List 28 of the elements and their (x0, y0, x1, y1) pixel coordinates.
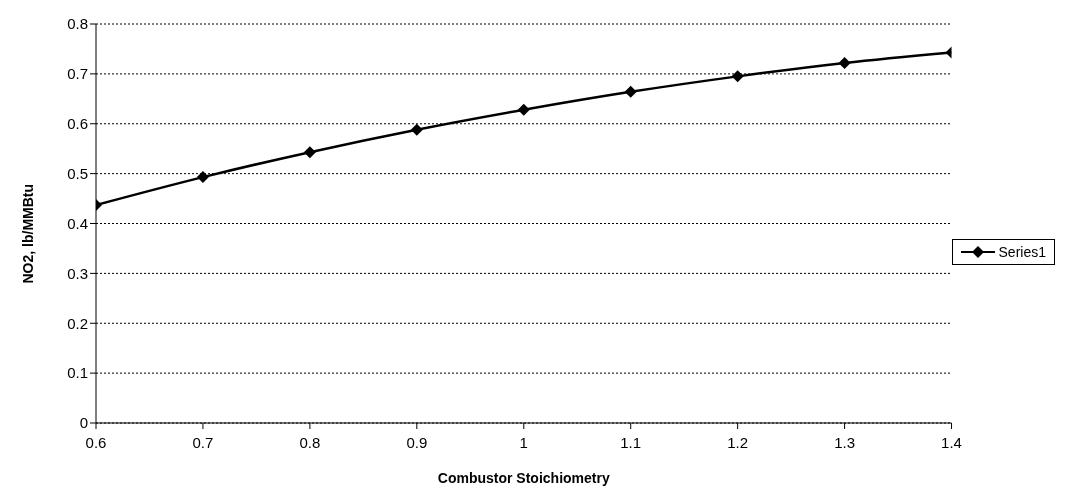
point (731, 70, 744, 83)
y-tick-label: 0.1 (67, 364, 88, 382)
x-tick-label: 1 (519, 433, 528, 451)
y-tick-label: 0.6 (67, 115, 88, 133)
point (838, 56, 851, 69)
y-axis-title: NO2, lb/MMBtu (19, 183, 36, 284)
x-tick-label: 0.8 (299, 433, 321, 451)
point (196, 171, 209, 184)
x-axis-title: Combustor Stoichiometry (437, 470, 610, 486)
legend-label: Series1 (998, 243, 1046, 260)
y-tick-label: 0.3 (67, 264, 88, 282)
x-tick-label: 1.2 (727, 433, 749, 451)
y-tick-label: 0.8 (67, 15, 88, 33)
x-tick-label: 0.6 (85, 433, 107, 451)
y-tick-label: 0 (79, 414, 88, 432)
y-tick-label: 0.4 (67, 214, 88, 232)
x-tick-label: 1.1 (620, 433, 642, 451)
point (624, 85, 637, 98)
x-tick-label: 0.9 (406, 433, 428, 451)
point (303, 146, 316, 159)
point (517, 103, 530, 116)
y-tick-label: 0.7 (67, 65, 88, 83)
y-tick-label: 0.2 (67, 314, 88, 332)
x-tick-label: 0.7 (192, 433, 214, 451)
x-tick-label: 1.4 (941, 433, 962, 451)
x-tick-label: 1.3 (834, 433, 856, 451)
point (410, 123, 423, 136)
y-tick-label: 0.5 (67, 164, 88, 182)
